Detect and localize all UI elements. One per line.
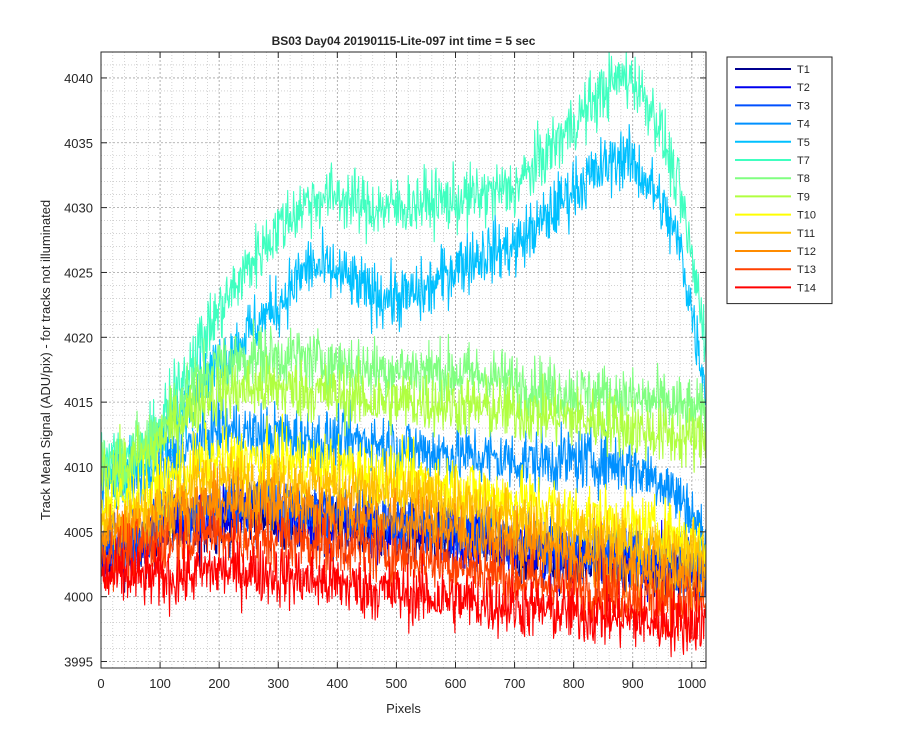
x-axis-label: Pixels [386, 701, 421, 716]
legend-label-t8: T8 [797, 173, 810, 185]
x-tick-label: 500 [386, 676, 408, 691]
legend-label-t10: T10 [797, 210, 816, 222]
series-line-t14 [101, 526, 706, 658]
ticks: 0 100 200 300 400 500 600 700 800 900 1000 3995 4000… [64, 52, 706, 691]
x-tick-label: 700 [504, 676, 526, 691]
chart-title: BS03 Day04 20190115-Lite-097 int time = … [272, 34, 536, 48]
legend-label-t5: T5 [797, 137, 810, 149]
series-line-t7 [101, 52, 706, 503]
legend-label-t3: T3 [797, 100, 810, 112]
y-tick-label: 4030 [64, 201, 93, 216]
legend-label-t4: T4 [797, 119, 810, 131]
legend-label-t2: T2 [797, 82, 810, 94]
legend-label-t11: T11 [797, 228, 815, 240]
y-tick-label: 4020 [64, 330, 93, 345]
legend-label-t9: T9 [797, 191, 810, 203]
series-line-t11 [101, 441, 706, 590]
x-tick-label: 200 [208, 676, 230, 691]
y-axis-label: Track Mean Signal (ADU/pix) - for tracks… [38, 200, 53, 520]
y-tick-label: 3995 [64, 655, 93, 670]
x-tick-label: 800 [563, 676, 585, 691]
legend-label-t13: T13 [797, 264, 816, 276]
plot-frame [100, 51, 707, 669]
legend-label-t1: T1 [797, 64, 810, 76]
legend-box [726, 56, 833, 305]
y-tick-label: 4040 [64, 71, 93, 86]
y-tick-label: 4025 [64, 265, 93, 280]
x-tick-label: 900 [622, 676, 644, 691]
legend-label-t7: T7 [797, 155, 810, 167]
series-line-t9 [101, 354, 706, 512]
x-tick-label: 1000 [677, 676, 706, 691]
x-tick-label: 100 [149, 676, 171, 691]
legend-label-t14: T14 [797, 282, 816, 294]
x-tick-label: 400 [326, 676, 348, 691]
series-group [101, 52, 706, 658]
y-tick-label: 4015 [64, 395, 93, 410]
y-tick-label: 4010 [64, 460, 93, 475]
x-tick-label: 300 [267, 676, 289, 691]
x-tick-label: 0 [97, 676, 104, 691]
legend: T1 T2 T3 T4 T5 T7 T8 T9 T10 T11 T12 T13 T14 [726, 56, 833, 305]
y-tick-label: 4005 [64, 525, 93, 540]
y-tick-label: 4000 [64, 590, 93, 605]
x-tick-label: 600 [445, 676, 467, 691]
legend-label-t12: T12 [797, 246, 816, 258]
y-tick-label: 4035 [64, 136, 93, 151]
